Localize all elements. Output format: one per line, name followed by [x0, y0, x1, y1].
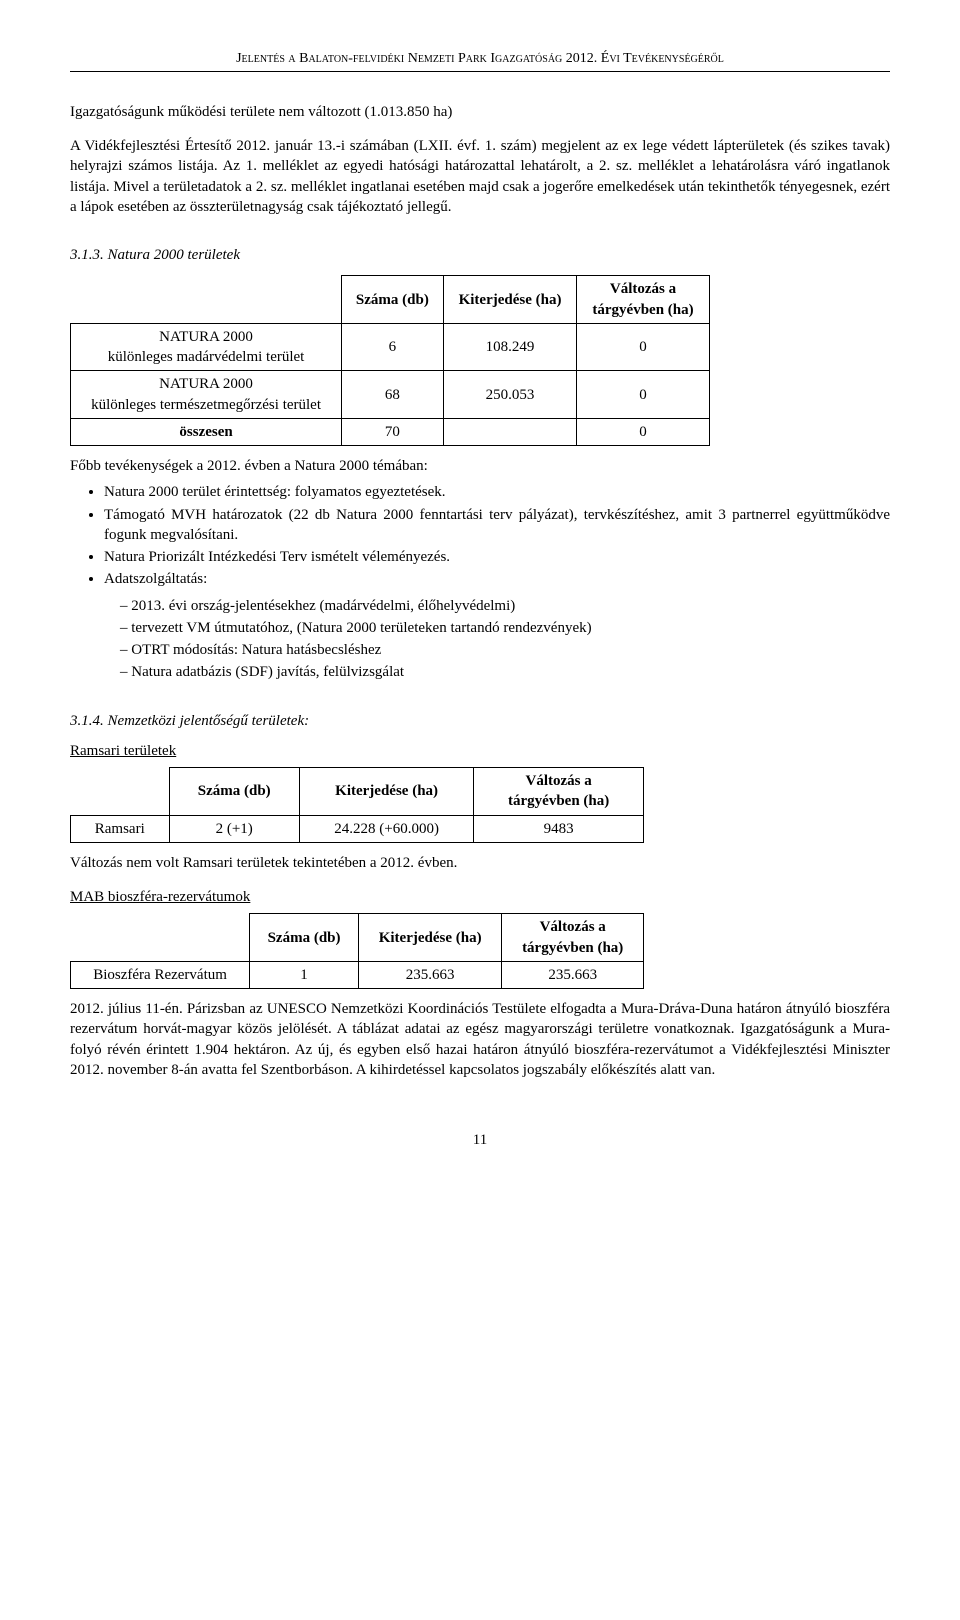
col-szama: Száma (db): [342, 276, 443, 324]
list-item: OTRT módosítás: Natura hatásbecsléshez: [120, 640, 890, 660]
ramsari-heading: Ramsari területek: [70, 741, 890, 761]
dash-list: 2013. évi ország-jelentésekhez (madárvéd…: [120, 596, 890, 683]
col-szama: Száma (db): [169, 768, 299, 816]
col-kiterjedes: Kiterjedése (ha): [299, 768, 473, 816]
ramsari-table: Száma (db) Kiterjedése (ha) Változás atá…: [70, 767, 644, 843]
list-item: Támogató MVH határozatok (22 db Natura 2…: [104, 505, 890, 546]
list-item: tervezett VM útmutatóhoz, (Natura 2000 t…: [120, 618, 890, 638]
list-item: Adatszolgáltatás:: [104, 569, 890, 589]
list-item: Natura Priorizált Intézkedési Terv ismét…: [104, 547, 890, 567]
ramsari-note: Változás nem volt Ramsari területek teki…: [70, 853, 890, 873]
table-row: NATURA 2000különleges természetmegőrzési…: [71, 371, 710, 419]
paragraph-closing: 2012. július 11-én. Párizsban az UNESCO …: [70, 999, 890, 1080]
section-title-314: 3.1.4. Nemzetközi jelentőségű területek:: [70, 711, 890, 731]
list-intro: Főbb tevékenységek a 2012. évben a Natur…: [70, 456, 890, 476]
page-number: 11: [70, 1130, 890, 1150]
list-item: Natura 2000 terület érintettség: folyama…: [104, 482, 890, 502]
mab-table: Száma (db) Kiterjedése (ha) Változás atá…: [70, 913, 644, 989]
paragraph-intro-2: A Vidékfejlesztési Értesítő 2012. január…: [70, 136, 890, 217]
col-valtozas: Változás atárgyévben (ha): [502, 914, 644, 962]
list-item: Natura adatbázis (SDF) javítás, felülviz…: [120, 662, 890, 682]
col-kiterjedes: Kiterjedése (ha): [443, 276, 577, 324]
table-row-total: összesen 70 0: [71, 418, 710, 445]
section-title-313: 3.1.3. Natura 2000 területek: [70, 245, 890, 265]
col-valtozas: Változás atárgyévben (ha): [474, 768, 644, 816]
col-valtozas: Változás atárgyévben (ha): [577, 276, 709, 324]
list-item: 2013. évi ország-jelentésekhez (madárvéd…: [120, 596, 890, 616]
natura-table: Száma (db) Kiterjedése (ha) Változás atá…: [70, 275, 710, 446]
table-row: Ramsari 2 (+1) 24.228 (+60.000) 9483: [71, 815, 644, 842]
mab-heading: MAB bioszféra-rezervátumok: [70, 887, 890, 907]
table-row: NATURA 2000különleges madárvédelmi terül…: [71, 323, 710, 371]
col-szama: Száma (db): [250, 914, 359, 962]
page-header: Jelentés a Balaton-felvidéki Nemzeti Par…: [70, 50, 890, 72]
bullet-list: Natura 2000 terület érintettség: folyama…: [104, 482, 890, 589]
paragraph-intro-1: Igazgatóságunk működési területe nem vál…: [70, 102, 890, 122]
table-row: Bioszféra Rezervátum 1 235.663 235.663: [71, 961, 644, 988]
col-kiterjedes: Kiterjedése (ha): [358, 914, 501, 962]
